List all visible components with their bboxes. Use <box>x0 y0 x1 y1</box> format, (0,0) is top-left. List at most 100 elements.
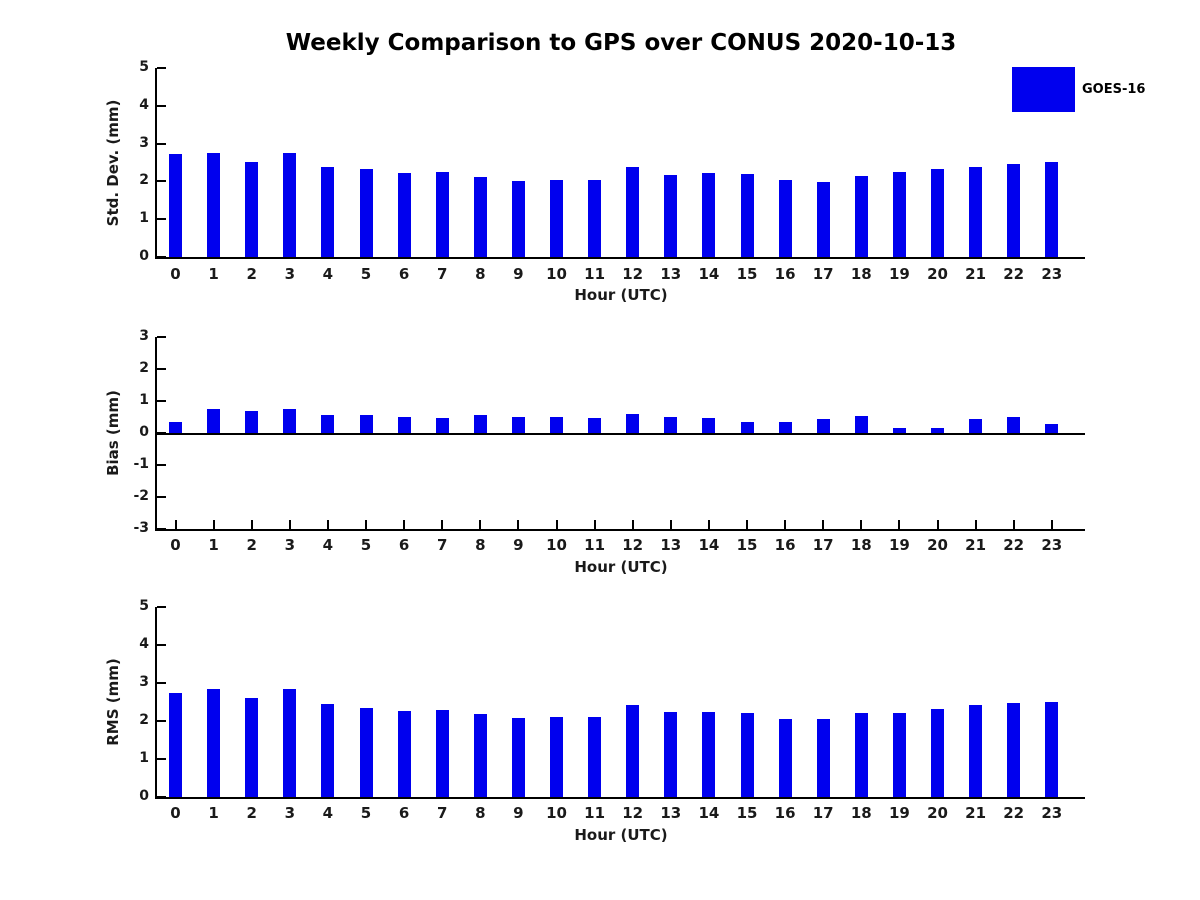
x-axis-tick <box>1012 788 1015 797</box>
y-axis-tick <box>157 400 166 402</box>
bar-hour-2 <box>245 697 259 797</box>
bar-hour-11 <box>588 179 602 257</box>
bar-hour-3 <box>283 152 297 257</box>
x-axis-tick <box>631 788 634 797</box>
bar-hour-19 <box>892 172 906 257</box>
x-axis-tick <box>174 788 177 797</box>
bar-hour-19 <box>892 713 906 797</box>
bar-hour-20 <box>931 168 944 257</box>
x-axis-tick <box>822 788 825 797</box>
x-axis-tick <box>1050 520 1053 529</box>
x-tick-label: 22 <box>1003 804 1025 822</box>
x-axis-tick <box>784 788 787 797</box>
x-tick-label: 1 <box>208 265 219 283</box>
x-axis-tick <box>326 520 329 529</box>
x-tick-label: 13 <box>660 536 682 554</box>
xlabel-bias: Hour (UTC) <box>574 558 668 576</box>
x-axis-tick <box>631 248 634 257</box>
x-tick-label: 4 <box>322 265 334 283</box>
x-axis-tick <box>746 520 748 529</box>
bar-hour-1 <box>207 689 221 797</box>
x-axis-tick <box>860 788 863 797</box>
bar-hour-13 <box>664 417 678 433</box>
bar-hour-4 <box>321 415 335 433</box>
x-axis-tick <box>974 788 977 797</box>
bar-hour-23 <box>1045 162 1059 257</box>
x-axis-tick <box>212 520 215 529</box>
x-tick-label: 12 <box>622 804 644 822</box>
x-axis-tick <box>517 788 520 797</box>
x-tick-label: 18 <box>850 536 872 554</box>
x-axis-tick <box>326 788 329 797</box>
x-axis-tick <box>669 520 672 529</box>
x-tick-label: 1 <box>208 804 219 822</box>
x-axis-tick <box>784 248 787 257</box>
bar-hour-14 <box>702 173 716 257</box>
x-tick-label: 11 <box>584 536 606 554</box>
y-axis-tick <box>157 528 166 530</box>
x-tick-label: 7 <box>436 804 448 822</box>
x-axis-tick <box>403 788 406 797</box>
bar-hour-7 <box>435 709 449 797</box>
bar-hour-2 <box>245 161 259 257</box>
bar-hour-9 <box>511 416 525 433</box>
bar-hour-8 <box>473 713 487 797</box>
x-tick-label: 11 <box>584 804 606 822</box>
bar-hour-22 <box>1007 416 1021 433</box>
bar-hour-19 <box>892 427 906 433</box>
x-tick-label: 4 <box>322 536 334 554</box>
bar-hour-18 <box>854 176 868 257</box>
bar-hour-18 <box>854 713 868 797</box>
bar-hour-5 <box>359 415 373 433</box>
x-axis-spine <box>155 797 1085 799</box>
x-tick-label: 22 <box>1003 265 1025 283</box>
bar-hour-15 <box>740 713 754 797</box>
x-tick-label: 20 <box>927 804 948 822</box>
bar-hour-9 <box>511 717 525 797</box>
bar-hour-1 <box>207 152 221 257</box>
y-axis-tick <box>157 368 166 370</box>
x-tick-label: 11 <box>584 265 606 283</box>
x-axis-tick <box>288 248 291 257</box>
y-axis-tick <box>157 180 166 183</box>
x-axis-tick <box>288 788 291 797</box>
x-tick-label: 19 <box>888 536 910 554</box>
x-tick-label: 6 <box>398 536 410 554</box>
x-tick-label: 2 <box>246 804 257 822</box>
x-tick-label: 9 <box>513 265 524 283</box>
x-axis-tick <box>784 520 787 529</box>
x-axis-tick <box>707 520 710 529</box>
y-tick-label: 1 <box>139 210 149 227</box>
x-axis-tick <box>403 520 406 529</box>
x-axis-tick <box>555 248 558 257</box>
bar-hour-17 <box>816 181 830 257</box>
x-tick-label: 8 <box>475 536 486 554</box>
x-tick-label: 17 <box>812 536 834 554</box>
x-tick-label: 16 <box>774 265 796 283</box>
x-tick-label: 16 <box>774 536 796 554</box>
bar-hour-13 <box>664 174 678 257</box>
bar-hour-3 <box>283 409 297 433</box>
x-axis-tick <box>822 520 825 529</box>
x-axis-tick <box>212 248 215 257</box>
x-axis-tick <box>517 520 520 529</box>
x-tick-label: 15 <box>736 265 758 283</box>
x-tick-label: 0 <box>170 265 181 283</box>
x-axis-tick <box>250 248 253 257</box>
x-axis-tick <box>974 248 977 257</box>
ylabel-bias: Bias (mm) <box>104 390 122 476</box>
zero-line <box>155 433 1085 435</box>
y-axis-tick <box>157 720 166 722</box>
bar-hour-9 <box>511 181 525 257</box>
x-tick-label: 13 <box>660 804 682 822</box>
y-tick-label: 5 <box>139 598 149 614</box>
bar-hour-15 <box>740 173 754 257</box>
x-axis-tick <box>288 520 291 529</box>
bar-hour-5 <box>359 169 373 257</box>
ylabel-stddev: Std. Dev. (mm) <box>104 99 122 226</box>
y-axis-tick <box>157 104 166 107</box>
x-axis-tick <box>593 520 596 529</box>
x-tick-label: 15 <box>736 536 758 554</box>
x-tick-label: 12 <box>622 265 644 283</box>
x-axis-spine <box>155 257 1085 259</box>
